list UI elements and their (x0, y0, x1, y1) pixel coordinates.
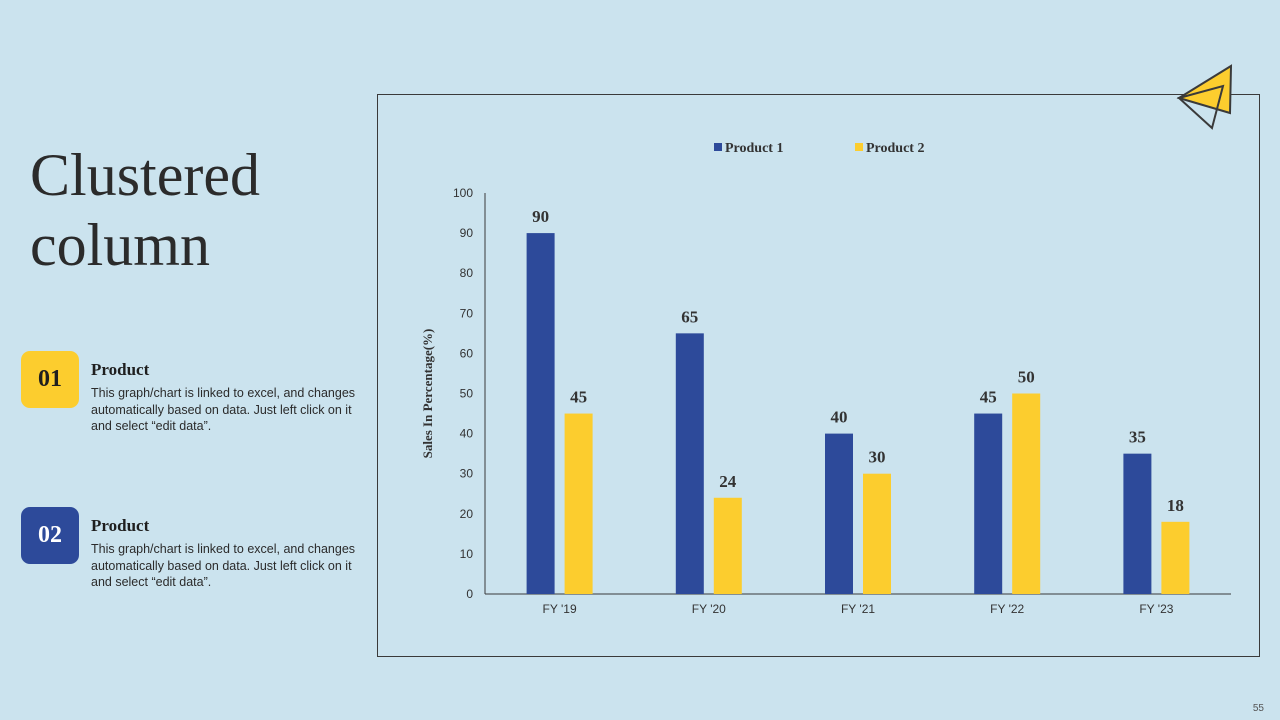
data-label: 35 (1129, 428, 1146, 447)
number-badge: 02 (21, 507, 79, 564)
y-tick-label: 20 (460, 507, 474, 521)
item-description: This graph/chart is linked to excel, and… (91, 386, 356, 433)
slide-title: Clustered column (30, 140, 360, 280)
bar-1 (526, 233, 555, 594)
legend-swatch-2 (855, 143, 863, 151)
x-tick-label: FY '23 (1139, 602, 1173, 616)
bar-2 (1012, 393, 1041, 594)
number-badge: 01 (21, 351, 79, 408)
data-label: 90 (532, 207, 549, 226)
bar-2 (713, 497, 742, 594)
triangle-decoration-icon (1176, 64, 1233, 130)
data-label: 65 (681, 307, 698, 326)
bar-2 (1161, 521, 1190, 594)
bar-1 (974, 413, 1003, 594)
item-title: Product (91, 516, 150, 535)
item-description: This graph/chart is linked to excel, and… (91, 542, 356, 589)
y-tick-label: 90 (460, 226, 474, 240)
data-label: 24 (719, 472, 737, 491)
x-tick-label: FY '21 (841, 602, 875, 616)
y-tick-label: 100 (453, 186, 473, 200)
bar-2 (863, 473, 891, 594)
data-label: 18 (1167, 496, 1184, 515)
y-tick-label: 50 (460, 387, 474, 401)
title-line-1: Clustered (30, 142, 260, 208)
data-label: 45 (570, 388, 587, 407)
title-line-2: column (30, 212, 210, 278)
legend-label-2: Product 2 (866, 141, 924, 156)
x-tick-label: FY '22 (990, 602, 1024, 616)
bar-1 (1123, 453, 1152, 594)
y-tick-label: 10 (460, 547, 474, 561)
legend-label-1: Product 1 (725, 141, 783, 156)
y-axis-title: Sales In Percentage(%) (420, 329, 435, 459)
legend-swatch-1 (714, 143, 722, 151)
bar-2 (564, 413, 593, 594)
clustered-column-chart[interactable]: 0 10 20 30 40 50 60 70 80 90 100 Sales In Percentag… (378, 95, 1261, 658)
y-tick-label: 0 (466, 587, 473, 601)
data-label: 50 (1018, 368, 1035, 387)
data-label: 40 (831, 408, 848, 427)
page-number: 55 (1252, 703, 1264, 714)
x-tick-label: FY '20 (692, 602, 726, 616)
chart-frame[interactable]: 0 10 20 30 40 50 60 70 80 90 100 Sales In Percentag… (377, 94, 1260, 657)
y-tick-label: 80 (460, 266, 474, 280)
x-tick-label: FY '19 (543, 602, 577, 616)
data-label: 30 (869, 448, 886, 467)
y-tick-label: 60 (460, 346, 474, 360)
data-label: 45 (980, 388, 997, 407)
item-title: Product (91, 360, 150, 379)
y-tick-label: 70 (460, 306, 474, 320)
y-tick-label: 30 (460, 467, 474, 481)
y-tick-label: 40 (460, 427, 474, 441)
bar-1 (675, 333, 704, 594)
bar-1 (825, 433, 853, 594)
